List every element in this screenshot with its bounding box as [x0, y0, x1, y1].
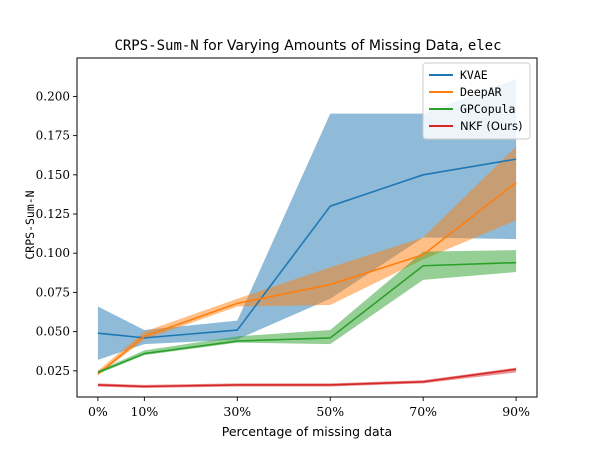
- x-axis-label: Percentage of missing data: [222, 424, 392, 439]
- y-axis-label: CRPS-Sum-N: [23, 190, 37, 259]
- deepar-line: [97, 182, 517, 375]
- y-tick-label: 0.200: [36, 89, 70, 103]
- x-tick-label: 90%: [502, 404, 530, 419]
- gpcopula-confidence-band: [97, 250, 517, 374]
- x-tick-label: 0%: [88, 404, 108, 419]
- chart-title-text: for Varying Amounts of Missing Data,: [199, 38, 468, 54]
- y-tick-label: 0.100: [36, 246, 70, 260]
- y-tick-label: 0.150: [36, 168, 70, 182]
- series-lines: [97, 158, 517, 388]
- deepar-confidence-band: [97, 146, 517, 376]
- chart-title-dataset: elec: [468, 38, 502, 54]
- y-tick-label: 0.025: [36, 364, 70, 378]
- y-tick-label: 0.125: [36, 207, 70, 221]
- plot-frame: [76, 57, 538, 398]
- legend-box: [422, 62, 531, 140]
- x-tick-label: 50%: [316, 404, 344, 419]
- legend-label-nkf-ours: NKF (Ours): [460, 119, 522, 133]
- y-tick-label: 0.075: [36, 285, 70, 299]
- y-tick-label: 0.175: [36, 129, 70, 143]
- x-tick-label: 30%: [223, 404, 251, 419]
- x-tick-label: 70%: [409, 404, 437, 419]
- legend: KVAE DeepAR GPCopula NKF (Ours): [422, 62, 531, 140]
- x-tick-label: 10%: [130, 404, 158, 419]
- y-tick-label: 0.050: [36, 325, 70, 339]
- legend-label-gpcopula: GPCopula: [460, 102, 515, 116]
- y-axis: 0.025 0.050 0.075 0.100 0.125 0.150 0.175 0.200: [36, 89, 77, 378]
- gpcopula-line: [97, 261, 517, 374]
- kvae-line: [97, 158, 517, 339]
- x-axis: 0% 10% 30% 50% 70% 90%: [88, 397, 530, 419]
- kvae-confidence-band: [97, 79, 517, 360]
- chart-title: CRPS-Sum-N for Varying Amounts of Missin…: [114, 38, 501, 54]
- nkf-ours-line: [97, 368, 517, 388]
- legend-label-kvae: KVAE: [460, 68, 488, 82]
- chart-title-metric: CRPS-Sum-N: [114, 38, 198, 54]
- legend-label-deepar: DeepAR: [460, 85, 502, 99]
